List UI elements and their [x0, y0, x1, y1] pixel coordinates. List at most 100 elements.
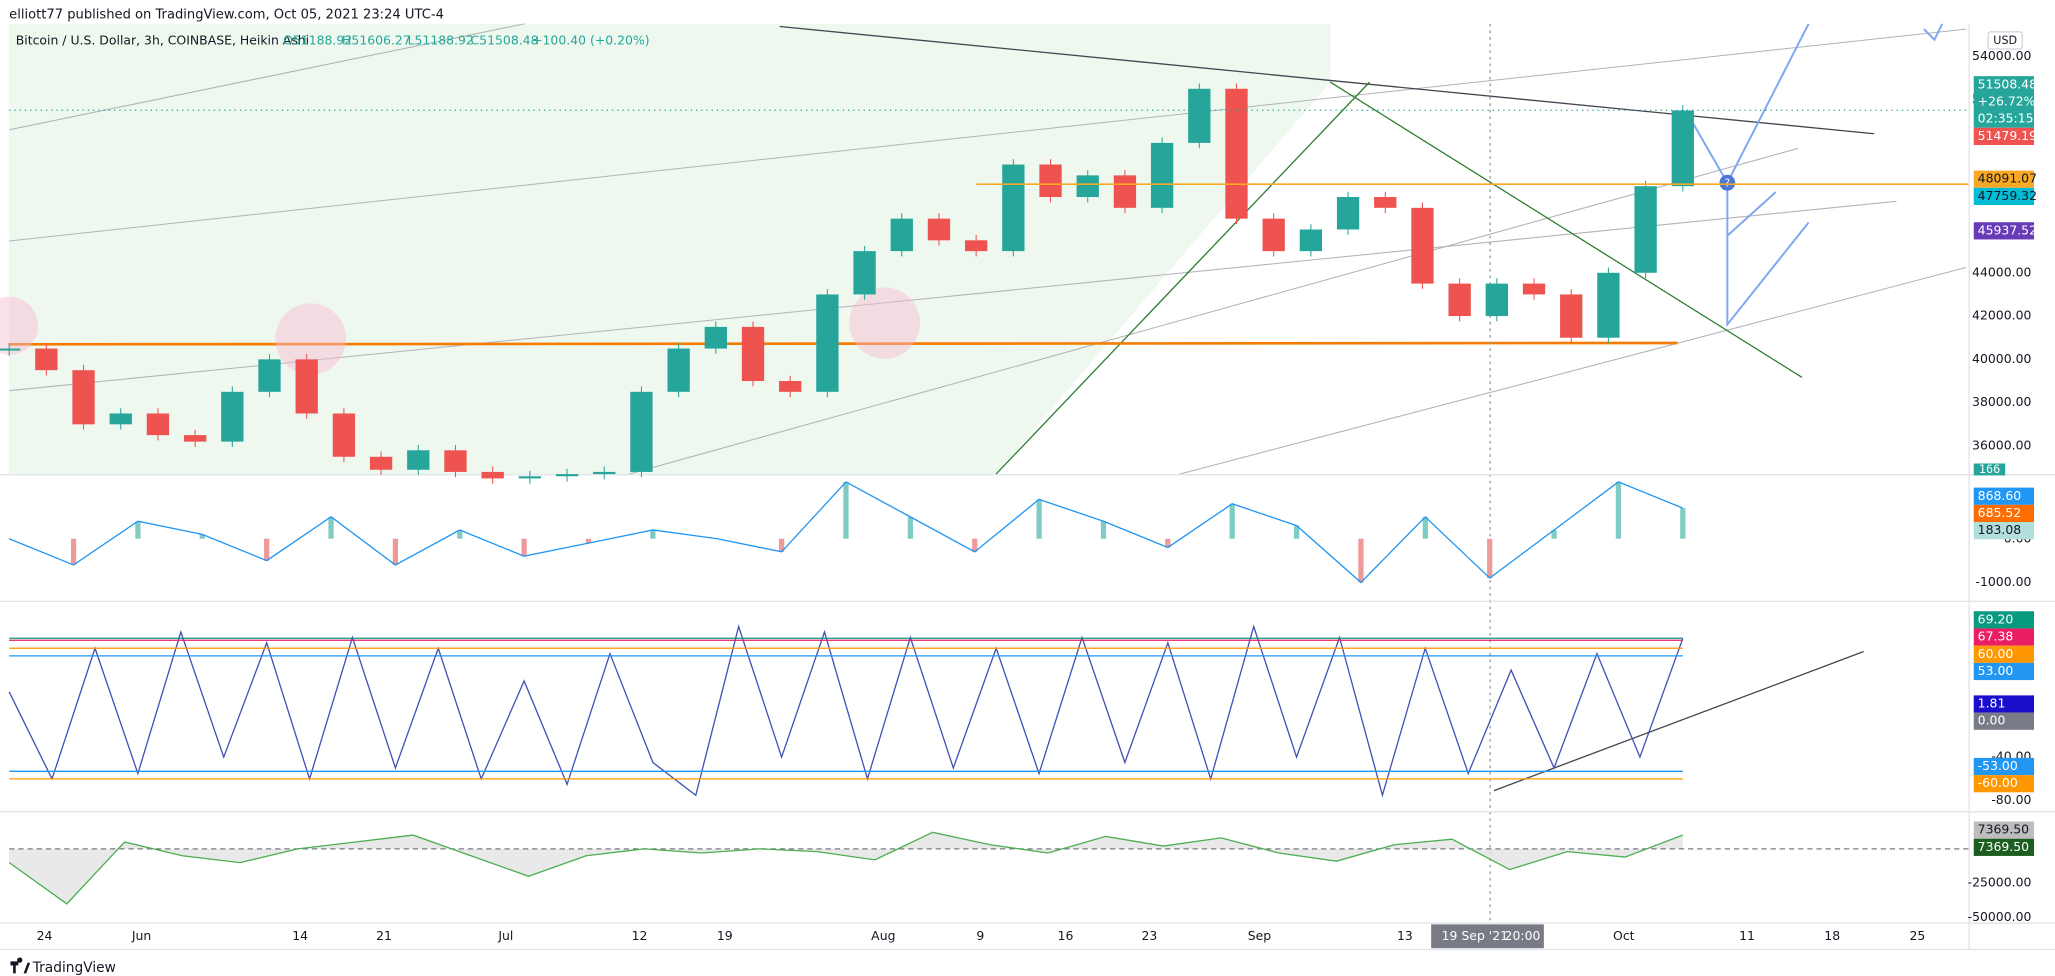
candle [221, 391, 244, 442]
candle [332, 413, 356, 457]
candle [1671, 110, 1694, 187]
y-tick-label: 36000.00 [1972, 437, 2031, 452]
price-label: 685.52 [1978, 505, 2022, 520]
histogram-bar [1229, 503, 1235, 539]
indicator-line [8, 481, 1684, 584]
histogram-bar [585, 538, 592, 544]
price-label-box [1973, 76, 2035, 128]
histogram-bar [70, 538, 77, 565]
projection-arrow [1923, 23, 1944, 42]
legend-change: +100.40 (+0.20%) [532, 33, 650, 48]
x-tick-label: 18 [1824, 928, 1840, 943]
y-tick-label: -25000.00 [1968, 875, 2032, 890]
candle [853, 251, 876, 295]
price-label: 183.08 [1978, 522, 2022, 537]
histogram-bar [843, 481, 849, 539]
price-label: 45937.52 [1978, 222, 2037, 237]
price-label-box [1973, 645, 2035, 663]
x-tick-label: 13 [1397, 928, 1413, 943]
channel-lines [9, 23, 1967, 475]
price-label-box [1973, 127, 2035, 145]
currency[interactable]: USD [1993, 34, 2017, 47]
candle [667, 348, 690, 392]
x-tick-label: Aug [871, 928, 895, 943]
channel-line [1179, 266, 1967, 475]
histogram-bar [907, 516, 913, 539]
crosshair-time: 20:00 [1505, 928, 1541, 943]
y-tick-label: -1000.00 [1975, 574, 2031, 589]
candle [741, 326, 765, 382]
price-label: -60.00 [1978, 775, 2018, 790]
price-label: 7369.50 [1978, 822, 2029, 837]
y-tick-label: -50000.00 [1968, 909, 2032, 924]
currency-box[interactable] [1987, 31, 2023, 50]
price-label-box [1973, 170, 2035, 188]
volume-box [1973, 463, 2006, 476]
candle [890, 218, 913, 252]
price-label-box [1973, 522, 2035, 540]
candle [1336, 197, 1360, 230]
price-label-box [1973, 838, 2035, 856]
price-label: 1.81 [1978, 695, 2006, 710]
price-label-box [1973, 775, 2035, 793]
legend-high: H51606.27 [342, 33, 411, 48]
histogram-bar [1615, 481, 1622, 539]
candle [72, 370, 95, 425]
price-label: 53.00 [1978, 663, 2014, 678]
candle [109, 413, 132, 425]
highlight-circle [275, 303, 346, 375]
separators [0, 23, 2055, 951]
projection-path [1726, 191, 1777, 237]
y-tick-label: -80.00 [1991, 792, 2031, 807]
histogram-bar [1551, 530, 1557, 539]
histogram-bar [457, 530, 463, 539]
candle [1634, 186, 1657, 273]
price-label: 51508.48 [1978, 76, 2037, 91]
question-marker [1719, 174, 1736, 191]
candle [1225, 88, 1248, 219]
histogram-bar [135, 521, 141, 539]
candle [1188, 88, 1211, 143]
price-label: 60.00 [1978, 646, 2014, 661]
candle [407, 450, 430, 470]
price-label-box [1973, 662, 2035, 681]
candle [1076, 175, 1099, 198]
price-label: -53.00 [1978, 758, 2018, 773]
candle [1522, 283, 1546, 295]
candle [481, 471, 504, 479]
candle [1485, 283, 1508, 317]
histogram-bar [392, 538, 399, 565]
logo[interactable] [10, 957, 31, 974]
highlight-circle [0, 296, 38, 355]
candle [593, 471, 616, 475]
candle [927, 218, 951, 241]
candle [444, 450, 467, 472]
highlight-circle [849, 287, 921, 359]
trend-line [1493, 650, 1864, 792]
shaded-zone [9, 23, 1331, 475]
candle [1113, 175, 1137, 208]
price-label: 51479.19 [1978, 128, 2037, 143]
candle [146, 413, 170, 436]
price-label-box [1973, 504, 2035, 523]
price-label: 868.60 [1978, 488, 2022, 503]
y-tick-label: 38000.00 [1972, 394, 2031, 409]
candle [1299, 229, 1323, 252]
channel-line [628, 147, 1799, 475]
indicator-line [8, 624, 1684, 798]
histogram-bar [778, 538, 785, 552]
candle [1597, 272, 1620, 338]
price-label: 47759.32 [1978, 188, 2037, 203]
candle [1262, 218, 1285, 252]
price-label-box [1973, 757, 2035, 776]
candle [35, 348, 58, 371]
price-label-note: 02:35:15 [1978, 111, 2034, 126]
footer-brand[interactable]: TradingView [32, 960, 116, 976]
x-tick-label: 19 [717, 928, 733, 943]
legend-open: O51188.92 [283, 33, 352, 48]
legend-close: C51508.48 [471, 33, 539, 48]
candle [295, 359, 318, 414]
price-label-box [1973, 628, 2035, 646]
channel-line [9, 200, 1897, 392]
